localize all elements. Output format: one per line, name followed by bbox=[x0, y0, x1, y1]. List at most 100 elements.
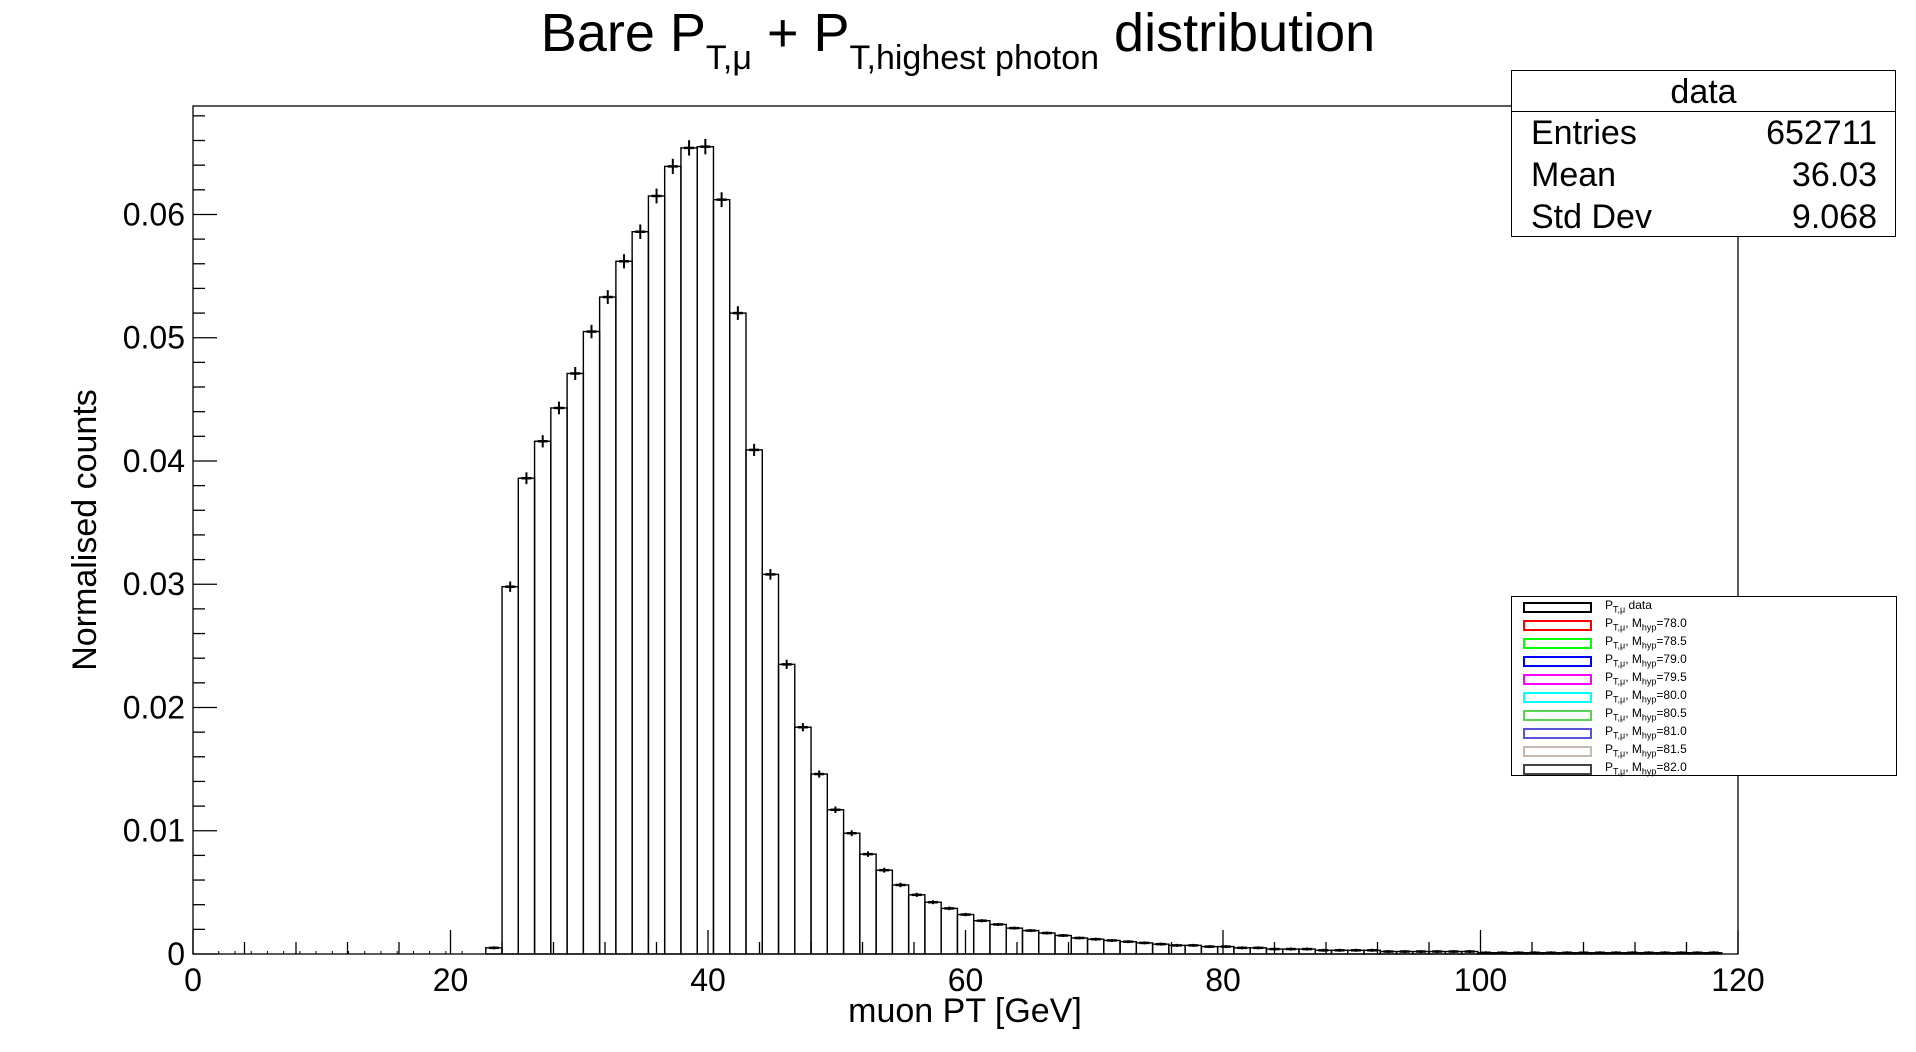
y-tick-label: 0.05 bbox=[123, 320, 185, 356]
legend-label: PT,μ, Mhyp=78.0 bbox=[1605, 616, 1687, 634]
legend-label-part: P bbox=[1605, 597, 1614, 612]
histogram-bar bbox=[1135, 942, 1154, 955]
legend-label-part: hyp bbox=[1641, 712, 1657, 723]
legend-label-part: P bbox=[1605, 687, 1614, 702]
stats-row-entries: Entries 652711 bbox=[1512, 112, 1895, 154]
histogram-bar bbox=[566, 372, 585, 955]
y-axis-label: Normalised counts bbox=[66, 389, 104, 671]
legend-item: PT,μ data bbox=[1512, 598, 1896, 616]
histogram-bar bbox=[631, 231, 650, 955]
legend-label-part: , M bbox=[1625, 759, 1642, 774]
histogram-bar bbox=[794, 726, 812, 955]
legend-swatch bbox=[1523, 709, 1592, 721]
legend-label-part: =80.0 bbox=[1656, 687, 1687, 702]
legend-swatch bbox=[1523, 745, 1592, 757]
legend-swatch bbox=[1523, 601, 1592, 613]
y-tick-label: 0.04 bbox=[123, 443, 185, 479]
legend-swatch bbox=[1523, 673, 1592, 685]
histogram-bar bbox=[1021, 929, 1040, 955]
histogram-bar bbox=[810, 773, 829, 955]
title-part: Bare P bbox=[540, 3, 706, 63]
histogram-bar bbox=[1103, 939, 1121, 955]
y-tick-label: 0 bbox=[167, 936, 185, 972]
histogram-bar bbox=[1119, 940, 1138, 955]
stats-box: data Entries 652711 Mean 36.03 Std Dev 9… bbox=[1511, 70, 1896, 237]
legend-item: PT,μ, Mhyp=80.5 bbox=[1512, 706, 1896, 724]
legend-label-part: P bbox=[1605, 651, 1614, 666]
legend-item: PT,μ, Mhyp=78.0 bbox=[1512, 616, 1896, 634]
legend-label-part: hyp bbox=[1641, 748, 1657, 759]
histogram-bar bbox=[647, 195, 666, 955]
legend-label-part: hyp bbox=[1641, 676, 1657, 687]
histogram-bar bbox=[501, 585, 520, 955]
legend-item: PT,μ, Mhyp=79.5 bbox=[1512, 670, 1896, 688]
legend-label-part: , M bbox=[1625, 741, 1642, 756]
legend: PT,μ data PT,μ, Mhyp=78.0 PT,μ, Mhyp=78.5 P… bbox=[1511, 596, 1897, 776]
legend-label-part: , M bbox=[1625, 705, 1642, 720]
legend-item: PT,μ, Mhyp=79.0 bbox=[1512, 652, 1896, 670]
y-tick-label: 0.06 bbox=[123, 196, 185, 232]
legend-label-part: P bbox=[1605, 723, 1614, 738]
y-axis-ticks: 0 0.01 0.02 0.03 0.04 0.05 0.06 bbox=[123, 115, 217, 972]
legend-label-part: hyp bbox=[1641, 658, 1657, 669]
histogram-bar bbox=[1038, 932, 1056, 955]
y-tick-label: 0.03 bbox=[123, 566, 185, 602]
x-tick-label: 60 bbox=[948, 962, 984, 998]
legend-label-part: , M bbox=[1625, 687, 1642, 702]
x-axis-label: muon PT [GeV] bbox=[848, 992, 1082, 1030]
histogram-bar bbox=[891, 884, 910, 955]
stats-row-mean: Mean 36.03 bbox=[1512, 154, 1895, 196]
legend-label: PT,μ, Mhyp=80.5 bbox=[1605, 706, 1687, 724]
histogram-bar bbox=[1086, 938, 1105, 955]
legend-label-part: T,μ bbox=[1613, 640, 1626, 651]
legend-label-part: T,μ bbox=[1613, 748, 1626, 759]
legend-label-part: data bbox=[1625, 597, 1652, 612]
legend-label-part: , M bbox=[1625, 669, 1642, 684]
legend-label-part: , M bbox=[1625, 633, 1642, 648]
legend-label-part: hyp bbox=[1641, 622, 1657, 633]
legend-label: PT,μ, Mhyp=80.0 bbox=[1605, 688, 1687, 706]
legend-item: PT,μ, Mhyp=82.0 bbox=[1512, 760, 1896, 778]
y-tick-label: 0.01 bbox=[123, 813, 185, 849]
legend-label-part: T,μ bbox=[1613, 694, 1626, 705]
stats-title: data bbox=[1512, 71, 1895, 112]
histogram-bar bbox=[924, 901, 942, 955]
legend-item: PT,μ, Mhyp=80.0 bbox=[1512, 688, 1896, 706]
legend-label-part: T,μ bbox=[1613, 658, 1626, 669]
histogram-bar bbox=[777, 663, 796, 955]
stats-value: 9.068 bbox=[1791, 198, 1877, 236]
legend-label-part: =81.0 bbox=[1656, 723, 1687, 738]
x-axis-ticks: 0 20 40 60 80 100 120 bbox=[184, 930, 1765, 998]
legend-label: PT,μ, Mhyp=79.0 bbox=[1605, 652, 1687, 670]
error-bars bbox=[218, 138, 1719, 955]
histogram-bar bbox=[940, 907, 959, 955]
legend-label-part: , M bbox=[1625, 723, 1642, 738]
histogram-bar bbox=[761, 573, 780, 955]
histogram-bar bbox=[907, 894, 926, 955]
histogram-bar bbox=[875, 869, 894, 955]
y-tick-label: 0.02 bbox=[123, 689, 185, 725]
legend-label-part: =81.5 bbox=[1656, 741, 1687, 756]
legend-label-part: =79.5 bbox=[1656, 669, 1687, 684]
histogram-bar bbox=[745, 449, 763, 955]
legend-label: PT,μ data bbox=[1605, 598, 1652, 616]
stats-value: 652711 bbox=[1766, 114, 1877, 152]
legend-swatch bbox=[1523, 619, 1592, 631]
histogram-bars bbox=[485, 145, 1723, 955]
legend-label-part: P bbox=[1605, 759, 1614, 774]
x-tick-label: 40 bbox=[690, 962, 726, 998]
legend-label-part: T,μ bbox=[1613, 766, 1626, 777]
legend-label-part: hyp bbox=[1641, 766, 1657, 777]
histogram-bar bbox=[680, 147, 698, 955]
stats-label: Std Dev bbox=[1531, 198, 1652, 236]
title-part: + P bbox=[751, 3, 850, 63]
x-tick-label: 0 bbox=[184, 962, 202, 998]
legend-label-part: , M bbox=[1625, 651, 1642, 666]
title-sub: T,highest photon bbox=[849, 39, 1100, 77]
legend-label-part: =79.0 bbox=[1656, 651, 1687, 666]
legend-swatch bbox=[1523, 637, 1592, 649]
stats-label: Mean bbox=[1531, 156, 1617, 194]
stats-value: 36.03 bbox=[1791, 156, 1877, 194]
histogram-bar bbox=[517, 477, 536, 955]
histogram-bar bbox=[712, 198, 731, 955]
